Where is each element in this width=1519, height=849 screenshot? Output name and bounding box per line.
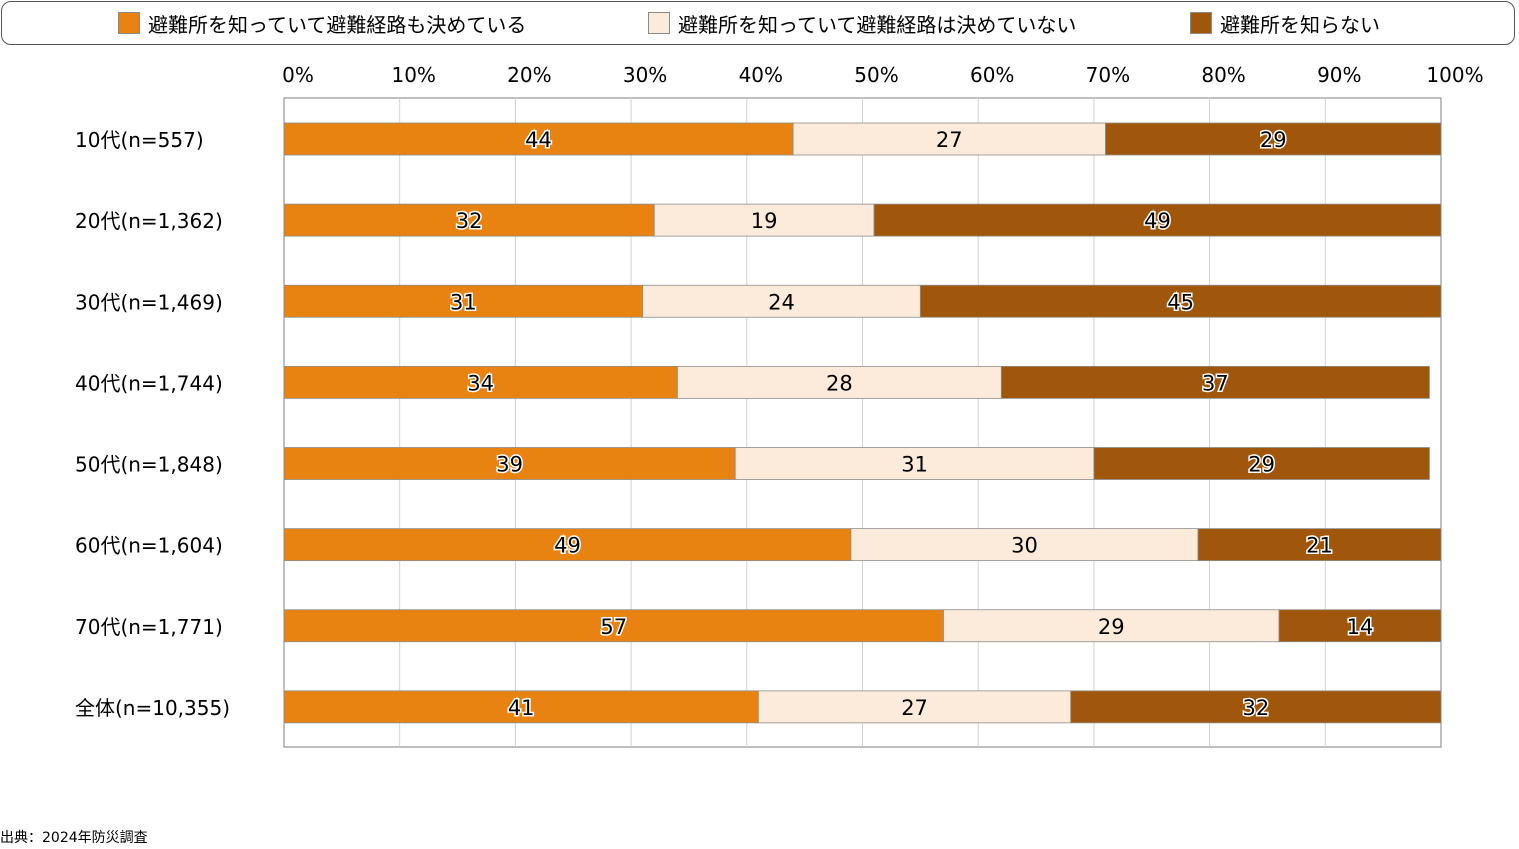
- x-tick-label: 40%: [739, 63, 783, 87]
- category-label: 20代(n=1,362): [75, 209, 223, 233]
- x-tick-label: 100%: [1426, 63, 1483, 87]
- bar-segment: [873, 203, 1442, 237]
- legend-swatch-undecided-route: [648, 12, 670, 34]
- data-label: 29: [1248, 453, 1275, 477]
- source-note: 出典：2024年防災調査: [0, 830, 148, 846]
- data-label: 27: [936, 128, 963, 152]
- data-label: 34: [467, 371, 494, 395]
- data-label: 21: [1306, 534, 1333, 558]
- x-tick-label: 70%: [1086, 63, 1130, 87]
- x-tick-label: 90%: [1317, 63, 1361, 87]
- bar-segment: [283, 203, 655, 237]
- category-label: 10代(n=557): [75, 128, 204, 152]
- bar-segment: [283, 609, 944, 643]
- data-label: 57: [600, 615, 627, 639]
- x-tick-label: 10%: [391, 63, 435, 87]
- legend-item-decided-route: 避難所を知っていて避難経路も決めている: [118, 10, 527, 37]
- data-label: 29: [1098, 615, 1125, 639]
- bar-segment: [283, 284, 644, 318]
- x-tick-label: 50%: [854, 63, 898, 87]
- legend-label-undecided-route: 避難所を知っていて避難経路は決めていない: [678, 12, 1077, 37]
- category-label: 50代(n=1,848): [75, 453, 223, 477]
- bar-segment: [1000, 365, 1430, 399]
- bar-segment: [283, 447, 736, 480]
- bar-segment: [1105, 122, 1442, 156]
- data-label: 41: [508, 696, 535, 720]
- legend-item-unknown-shelter: 避難所を知らない: [1190, 10, 1380, 37]
- data-label: 31: [450, 290, 477, 314]
- data-label: 24: [768, 290, 795, 314]
- bar-segment: [283, 690, 759, 724]
- data-label: 49: [554, 534, 581, 558]
- bar-segment: [1278, 609, 1442, 643]
- bar-segment: [734, 447, 1095, 480]
- bar-segment: [283, 365, 678, 399]
- bar-segment: [1197, 528, 1442, 562]
- data-label: 19: [751, 209, 778, 233]
- data-label: 14: [1347, 615, 1374, 639]
- data-label: 32: [1243, 696, 1270, 720]
- category-label: 全体(n=10,355): [75, 696, 230, 720]
- data-label: 29: [1260, 128, 1287, 152]
- bar-segment: [943, 609, 1280, 643]
- bar-segment: [642, 284, 921, 318]
- data-label: 39: [496, 453, 523, 477]
- bar-segment: [1093, 447, 1430, 480]
- bar-segment: [676, 365, 1002, 399]
- data-label: 28: [826, 371, 853, 395]
- bar-segment: [1070, 690, 1442, 724]
- bar-segment: [919, 284, 1442, 318]
- bar-segment: [653, 203, 875, 237]
- x-tick-label: 20%: [507, 63, 551, 87]
- x-tick-label: 30%: [623, 63, 667, 87]
- legend-swatch-unknown-shelter: [1190, 12, 1212, 34]
- data-label: 37: [1202, 371, 1229, 395]
- data-label: 45: [1167, 290, 1194, 314]
- bar-segment: [283, 122, 794, 156]
- data-label: 31: [901, 453, 928, 477]
- legend: 避難所を知っていて避難経路も決めている 避難所を知っていて避難経路は決めていない…: [1, 1, 1515, 45]
- data-label: 30: [1011, 534, 1038, 558]
- bar-segment: [283, 528, 852, 562]
- legend-label-unknown-shelter: 避難所を知らない: [1220, 12, 1380, 37]
- legend-item-undecided-route: 避難所を知っていて避難経路は決めていない: [648, 10, 1077, 37]
- legend-swatch-decided-route: [118, 12, 140, 34]
- category-label: 30代(n=1,469): [75, 290, 223, 314]
- x-tick-label: 60%: [970, 63, 1014, 87]
- bar-segment: [850, 528, 1199, 562]
- data-label: 49: [1144, 209, 1171, 233]
- category-label: 40代(n=1,744): [75, 371, 223, 395]
- category-label: 60代(n=1,604): [75, 534, 223, 558]
- data-label: 44: [525, 128, 552, 152]
- bar-segment: [792, 122, 1106, 156]
- data-label: 27: [901, 696, 928, 720]
- x-tick-label: 80%: [1201, 63, 1245, 87]
- x-tick-label: 0%: [282, 63, 314, 87]
- legend-label-decided-route: 避難所を知っていて避難経路も決めている: [148, 12, 527, 37]
- data-label: 32: [456, 209, 483, 233]
- category-label: 70代(n=1,771): [75, 615, 223, 639]
